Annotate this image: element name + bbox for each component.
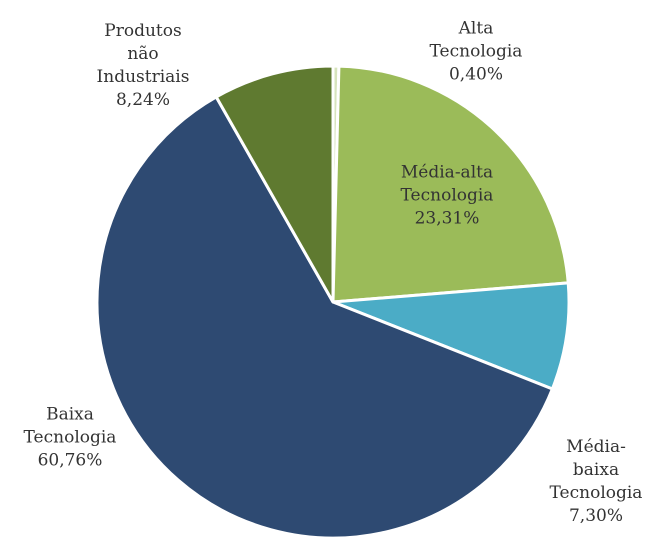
slice-value: 60,76%: [37, 450, 103, 471]
slice-value: 7,30%: [568, 506, 623, 526]
slice-name: Baixa Tecnologia: [23, 404, 117, 448]
slice-label: Alta Tecnologia 0,40%: [419, 18, 534, 87]
pie-slice: [214, 64, 335, 304]
slice-label: Produtos não Industriais 8,24%: [88, 20, 198, 112]
slice-name: Média-baixa Tecnologia: [549, 437, 643, 503]
slice-value: 0,40%: [448, 64, 503, 85]
slice-value: 23,31%: [414, 208, 480, 229]
slice-value: 8,24%: [115, 90, 170, 110]
slice-name: Média-alta Tecnologia: [400, 162, 494, 206]
slice-label: Média-alta Tecnologia 23,31%: [380, 162, 515, 231]
pie-slice: [331, 64, 570, 304]
pie-slice: [331, 281, 571, 391]
slice-name: Produtos não Industriais: [96, 21, 190, 87]
slice-label: Baixa Tecnologia 60,76%: [15, 404, 125, 473]
pie-slice: [95, 95, 554, 537]
slice-label: Média-baixa Tecnologia 7,30%: [544, 436, 648, 528]
slice-name: Alta Tecnologia: [429, 18, 523, 62]
